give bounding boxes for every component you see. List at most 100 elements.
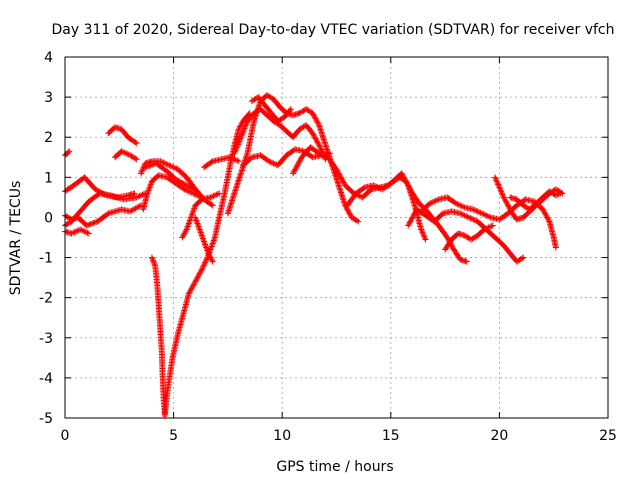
data-point bbox=[313, 118, 320, 125]
data-point bbox=[309, 130, 316, 137]
data-point bbox=[431, 198, 438, 205]
data-point bbox=[104, 211, 111, 218]
data-point bbox=[247, 155, 254, 162]
data-point bbox=[374, 184, 381, 191]
data-point bbox=[209, 202, 216, 209]
data-point bbox=[555, 191, 562, 198]
data-point bbox=[335, 170, 342, 177]
series-arc-t bbox=[344, 174, 470, 265]
y-tick-label: 2 bbox=[44, 130, 53, 146]
series-arc-y bbox=[507, 188, 564, 213]
data-point bbox=[72, 228, 79, 235]
data-point bbox=[151, 261, 158, 268]
data-point bbox=[488, 223, 495, 230]
data-point bbox=[235, 126, 242, 133]
data-point bbox=[193, 275, 200, 282]
data-point bbox=[317, 145, 324, 152]
data-point bbox=[467, 215, 474, 222]
data-point bbox=[321, 152, 328, 159]
data-point bbox=[227, 154, 234, 161]
y-tick-label: 4 bbox=[44, 50, 53, 66]
data-point bbox=[236, 138, 243, 145]
y-tick-label: -4 bbox=[39, 371, 53, 387]
data-point bbox=[287, 106, 294, 113]
data-point bbox=[355, 218, 362, 225]
y-tick-label: -5 bbox=[39, 411, 53, 427]
x-axis-label: GPS time / hours bbox=[276, 459, 393, 475]
data-point bbox=[182, 187, 189, 194]
data-point bbox=[197, 269, 204, 276]
data-point bbox=[452, 200, 459, 207]
data-point bbox=[545, 217, 552, 224]
data-point bbox=[211, 192, 218, 199]
data-point bbox=[334, 168, 341, 175]
data-point bbox=[270, 160, 277, 167]
data-point bbox=[360, 185, 367, 192]
data-point bbox=[314, 119, 321, 126]
data-point bbox=[494, 180, 501, 187]
data-point bbox=[405, 221, 412, 228]
plot-frame bbox=[64, 56, 609, 419]
y-tick-label: 1 bbox=[44, 170, 53, 186]
data-point bbox=[370, 182, 377, 189]
data-point bbox=[408, 215, 415, 222]
data-point bbox=[136, 193, 143, 200]
data-point bbox=[138, 192, 145, 199]
data-point bbox=[232, 148, 239, 155]
x-tick-label: 0 bbox=[61, 428, 70, 444]
data-point bbox=[507, 206, 514, 213]
x-tick-label: 20 bbox=[490, 428, 508, 444]
data-point bbox=[194, 274, 201, 281]
data-point bbox=[411, 210, 418, 217]
data-point bbox=[197, 197, 204, 204]
data-point bbox=[557, 190, 564, 197]
data-point bbox=[418, 226, 425, 233]
data-point bbox=[486, 223, 493, 230]
data-point bbox=[489, 222, 496, 229]
data-point bbox=[205, 250, 212, 257]
data-point bbox=[237, 135, 244, 142]
data-point bbox=[492, 175, 499, 182]
x-tick-label: 5 bbox=[169, 428, 178, 444]
data-point bbox=[504, 201, 511, 208]
data-point bbox=[449, 243, 456, 250]
data-point bbox=[340, 179, 347, 186]
data-point bbox=[232, 156, 239, 163]
data-point bbox=[228, 154, 235, 161]
data-point bbox=[465, 214, 472, 221]
series-arc-n bbox=[192, 214, 216, 265]
data-point bbox=[345, 209, 352, 216]
data-point bbox=[552, 192, 559, 199]
data-point bbox=[485, 224, 492, 231]
data-point bbox=[326, 150, 333, 157]
data-point bbox=[315, 140, 322, 147]
data-point bbox=[191, 279, 198, 286]
data-point bbox=[194, 188, 201, 195]
data-point bbox=[455, 201, 462, 208]
data-point bbox=[121, 149, 128, 156]
data-point bbox=[470, 216, 477, 223]
data-point bbox=[320, 152, 327, 159]
data-point bbox=[343, 205, 350, 212]
data-point bbox=[463, 258, 470, 265]
data-point bbox=[198, 267, 205, 274]
data-point bbox=[239, 131, 246, 138]
data-point bbox=[207, 254, 214, 261]
x-tick-label: 15 bbox=[382, 428, 400, 444]
data-point bbox=[135, 193, 142, 200]
data-point bbox=[295, 160, 302, 167]
x-tick-label: 25 bbox=[599, 428, 617, 444]
data-point bbox=[190, 282, 197, 289]
data-point bbox=[499, 191, 506, 198]
data-point bbox=[316, 143, 323, 150]
series-arc-o bbox=[201, 154, 242, 171]
data-point bbox=[238, 132, 245, 139]
data-point bbox=[214, 191, 221, 198]
y-axis-label: SDTVAR / TECUs bbox=[8, 181, 24, 296]
data-point bbox=[409, 214, 416, 221]
data-point bbox=[138, 168, 145, 175]
data-point bbox=[133, 140, 140, 147]
data-point bbox=[458, 211, 465, 218]
data-point bbox=[131, 190, 138, 197]
data-point bbox=[65, 149, 72, 156]
